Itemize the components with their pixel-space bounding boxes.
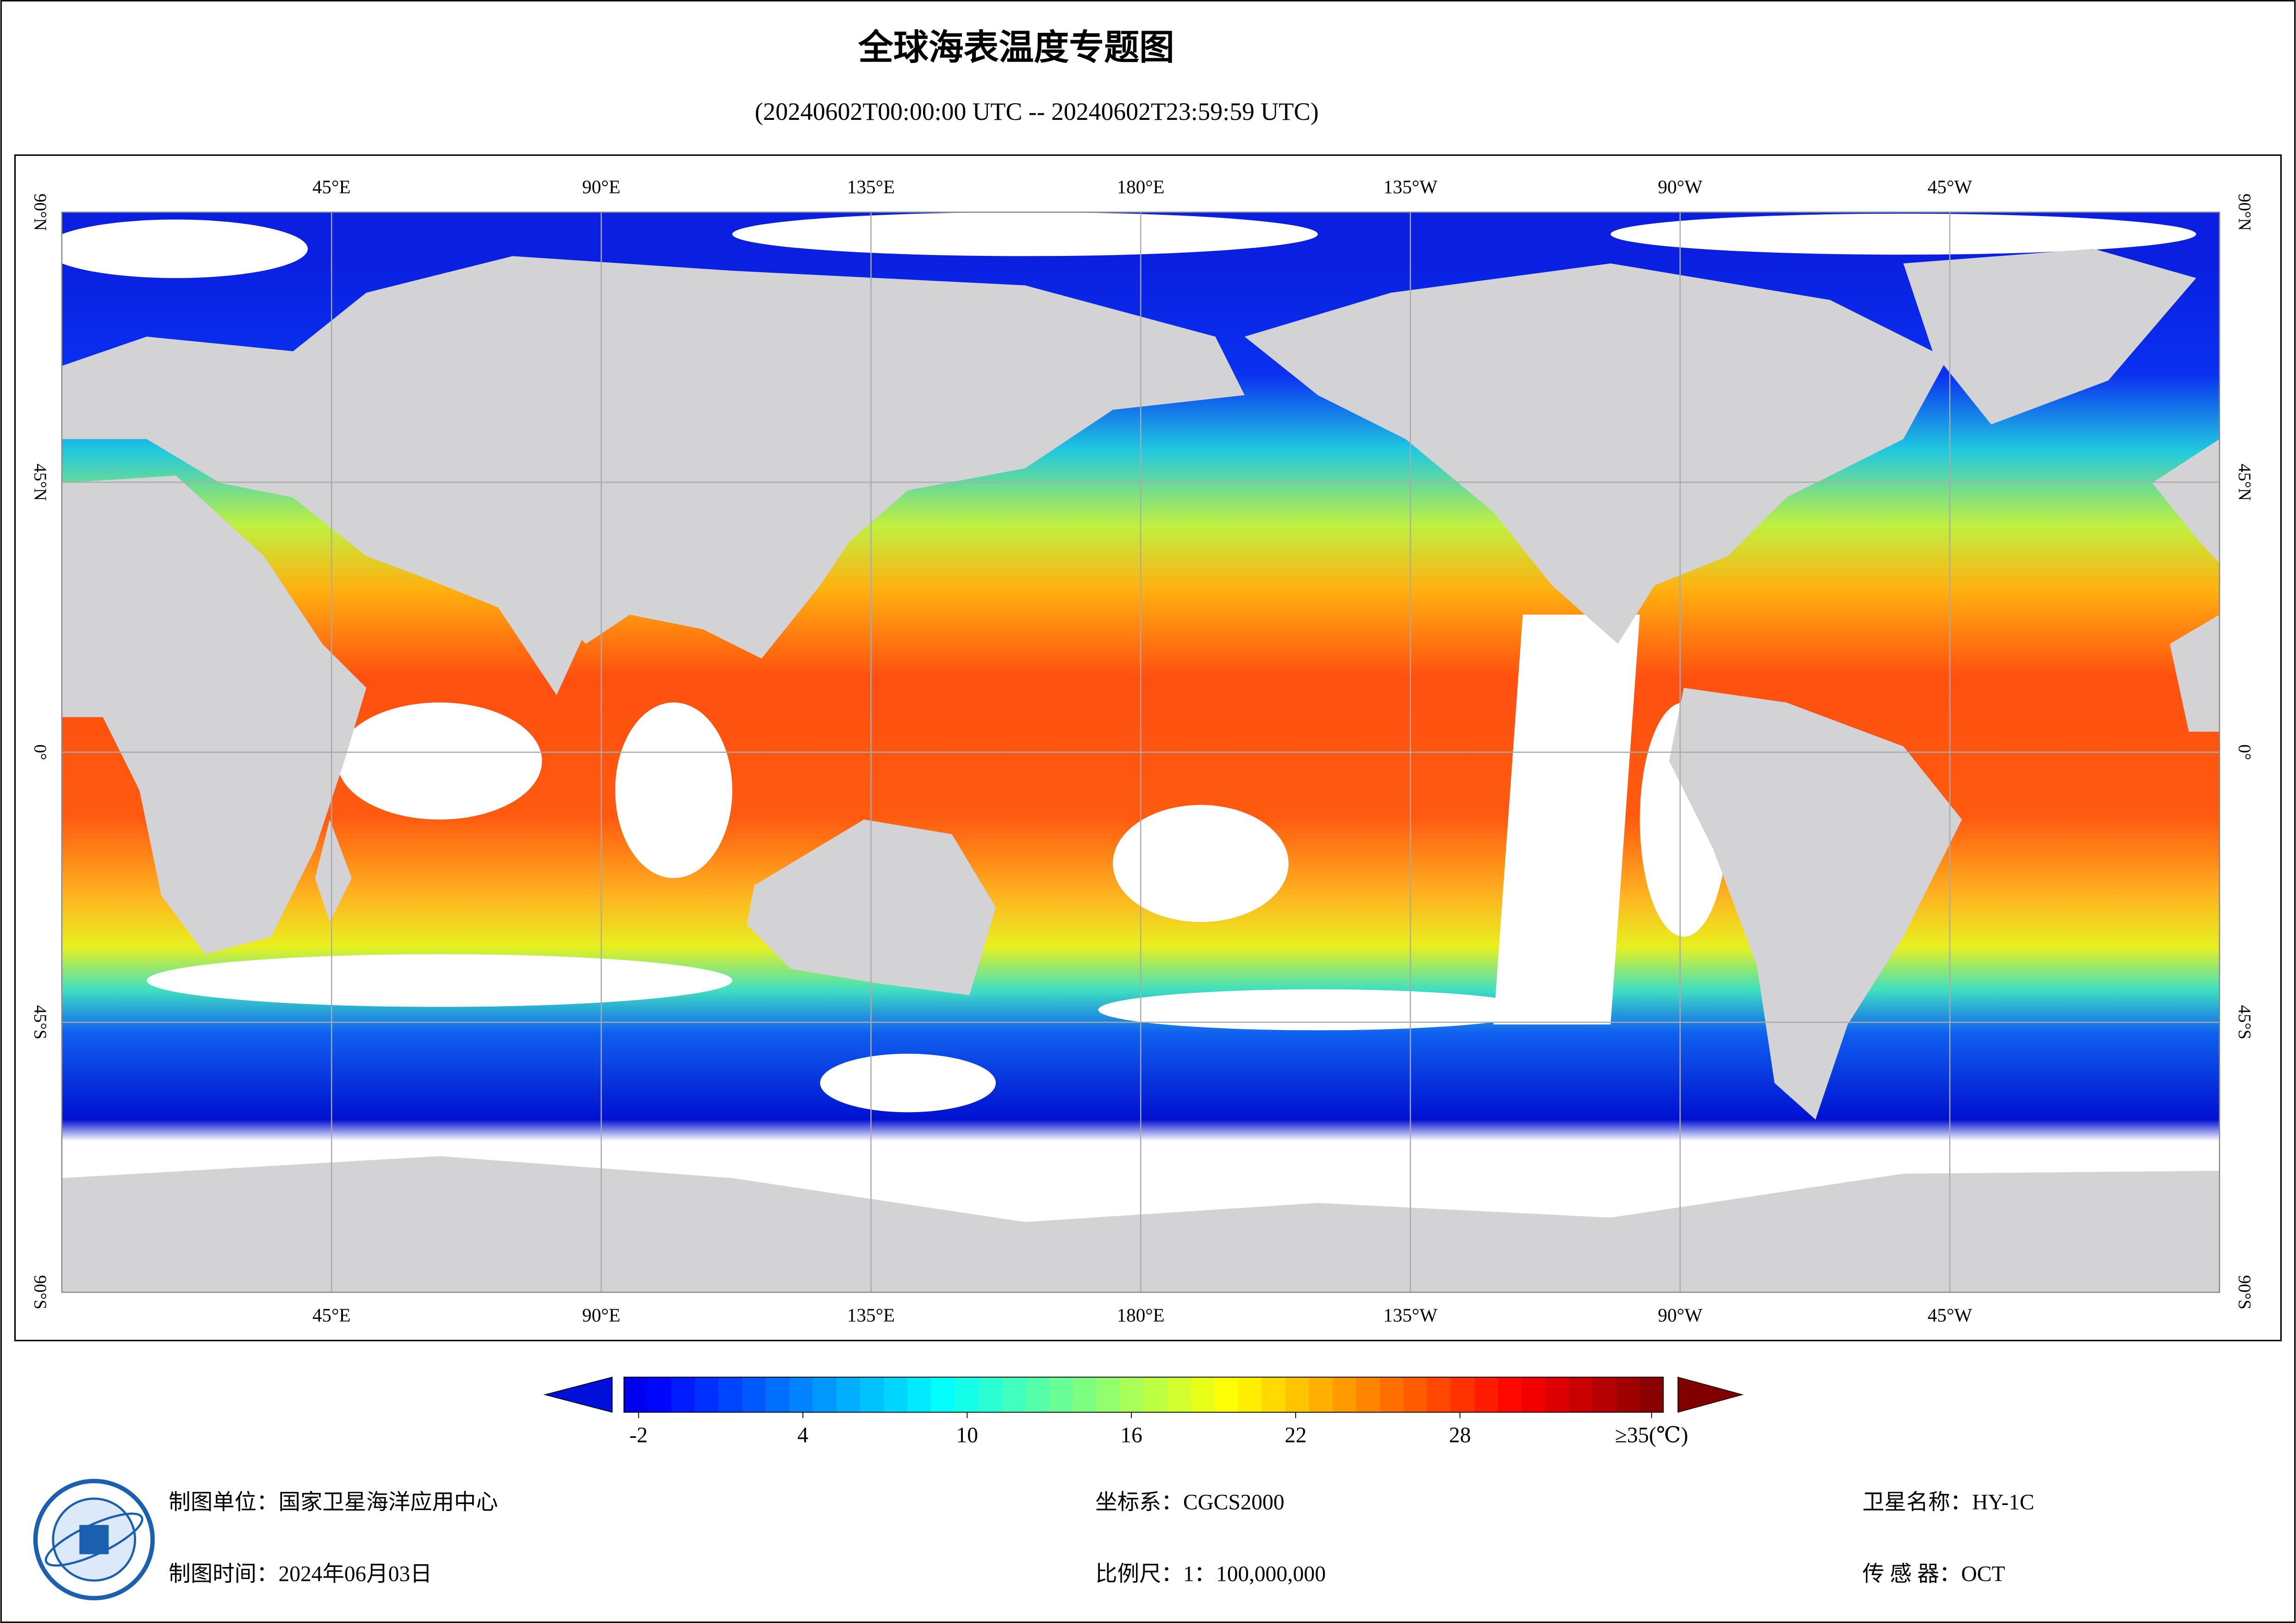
- colorbar-segment: [884, 1377, 908, 1412]
- colorbar-segment: [1616, 1377, 1641, 1412]
- colorbar-segment: [1261, 1377, 1286, 1412]
- latitude-label: 45°N: [30, 464, 50, 501]
- colorbar-segment: [1332, 1377, 1357, 1412]
- longitude-label: 45°W: [1928, 176, 1972, 197]
- colorbar-segment: [1214, 1377, 1239, 1412]
- colorbar-segment: [1096, 1377, 1121, 1412]
- colorbar-segment: [1309, 1377, 1333, 1412]
- colorbar-segment: [1002, 1377, 1026, 1412]
- colorbar-segment: [694, 1377, 719, 1412]
- footer-text: 制图时间：2024年06月03日: [168, 1562, 432, 1586]
- latitude-label: 90°S: [2235, 1275, 2254, 1309]
- colorbar-segment: [1403, 1377, 1428, 1412]
- colorbar-segment: [624, 1377, 648, 1412]
- footer-text: 传 感 器：OCT: [1862, 1562, 2005, 1586]
- colorbar-segment: [671, 1377, 695, 1412]
- colorbar-segment: [1049, 1377, 1073, 1412]
- colorbar: -2 4 10 16 22 28 ≥35(℃): [623, 1376, 1688, 1447]
- longitude-label: 135°W: [1383, 1305, 1437, 1326]
- latitude-label: 45°N: [2235, 464, 2254, 501]
- longitude-label: 90°E: [582, 1305, 621, 1326]
- colorbar-segment: [978, 1377, 1003, 1412]
- colorbar-segment: [1120, 1377, 1144, 1412]
- colorbar-segment: [1640, 1377, 1664, 1412]
- colorbar-segment: [742, 1377, 767, 1412]
- colorbar-low-arrow: [543, 1376, 613, 1413]
- longitude-label: 90°W: [1658, 176, 1703, 197]
- graticule: [62, 212, 2220, 1293]
- colorbar-segment: [1025, 1377, 1050, 1412]
- latitude-label: 0°: [2235, 744, 2254, 760]
- colorbar-segment: [1238, 1377, 1262, 1412]
- colorbar-segment: [766, 1377, 790, 1412]
- colorbar-segment: [1285, 1377, 1310, 1412]
- colorbar-segment: [1191, 1377, 1215, 1412]
- footer-text: 坐标系：CGCS2000: [1095, 1491, 1284, 1515]
- colorbar-segment: [1427, 1377, 1451, 1412]
- latitude-label: 0°: [30, 744, 50, 760]
- colorbar-segment: [1545, 1377, 1569, 1412]
- latitude-label: 90°N: [30, 193, 50, 231]
- map: [62, 212, 2220, 1293]
- colorbar-tick-label: 10: [956, 1423, 978, 1447]
- longitude-label: 135°E: [847, 1305, 895, 1326]
- colorbar-high-arrow: [1677, 1376, 1744, 1413]
- footer-text: 制图单位：国家卫星海洋应用中心: [168, 1491, 498, 1515]
- footer-text: 卫星名称：HY-1C: [1862, 1491, 2034, 1515]
- colorbar-tick-label: 22: [1285, 1423, 1306, 1447]
- colorbar-segment: [1497, 1377, 1522, 1412]
- latitude-label: 90°S: [30, 1275, 50, 1309]
- colorbar-segment: [931, 1377, 955, 1412]
- latitude-label: 45°S: [30, 1005, 50, 1039]
- colorbar-segment: [836, 1377, 861, 1412]
- colorbar-segment: [1592, 1377, 1617, 1412]
- subtitle: (20240602T00:00:00 UTC -- 20240602T23:59…: [755, 98, 1319, 125]
- colorbar-segment: [1356, 1377, 1380, 1412]
- colorbar-segment: [860, 1377, 885, 1412]
- colorbar-tick-label: ≥35(℃): [1615, 1423, 1688, 1447]
- latitude-label: 45°S: [2235, 1005, 2254, 1039]
- longitude-label: 135°W: [1383, 176, 1437, 197]
- title: 全球海表温度专题图: [858, 27, 1174, 68]
- colorbar-segment: [1521, 1377, 1546, 1412]
- longitude-label: 90°E: [582, 176, 621, 197]
- colorbar-segment: [1379, 1377, 1404, 1412]
- colorbar-segment: [1474, 1377, 1498, 1412]
- longitude-label: 45°E: [312, 1305, 351, 1326]
- colorbar-segment: [1569, 1377, 1593, 1412]
- longitude-label: 45°W: [1928, 1305, 1972, 1326]
- colorbar-segment: [789, 1377, 814, 1412]
- colorbar-tick-label: 4: [798, 1423, 809, 1447]
- colorbar-segment: [907, 1377, 932, 1412]
- footer-text: 比例尺：1：100,000,000: [1095, 1562, 1326, 1586]
- longitude-label: 135°E: [847, 176, 895, 197]
- colorbar-border: [623, 1376, 1664, 1413]
- colorbar-segment: [813, 1377, 837, 1412]
- longitude-label: 45°E: [312, 176, 351, 197]
- colorbar-tick-label: 16: [1120, 1423, 1142, 1447]
- longitude-label: 180°E: [1117, 176, 1165, 197]
- colorbar-segment: [718, 1377, 742, 1412]
- colorbar-segment: [1450, 1377, 1475, 1412]
- map-labels: 45°E 45°E 90°E 90°E 135°E 135°E 180°E 180°E 135°…: [30, 176, 2254, 1325]
- map-border: [61, 211, 2221, 1293]
- logo: [33, 1479, 155, 1600]
- colorbar-segment: [1073, 1377, 1097, 1412]
- colorbar-tick-label: 28: [1449, 1423, 1471, 1447]
- colorbar-segment: [1143, 1377, 1168, 1412]
- colorbar-segment: [955, 1377, 979, 1412]
- latitude-label: 90°N: [2235, 193, 2254, 231]
- longitude-label: 90°W: [1658, 1305, 1703, 1326]
- colorbar-segment: [1167, 1377, 1192, 1412]
- longitude-label: 180°E: [1117, 1305, 1165, 1326]
- colorbar-tick-label: -2: [630, 1423, 648, 1447]
- colorbar-segment: [647, 1377, 672, 1412]
